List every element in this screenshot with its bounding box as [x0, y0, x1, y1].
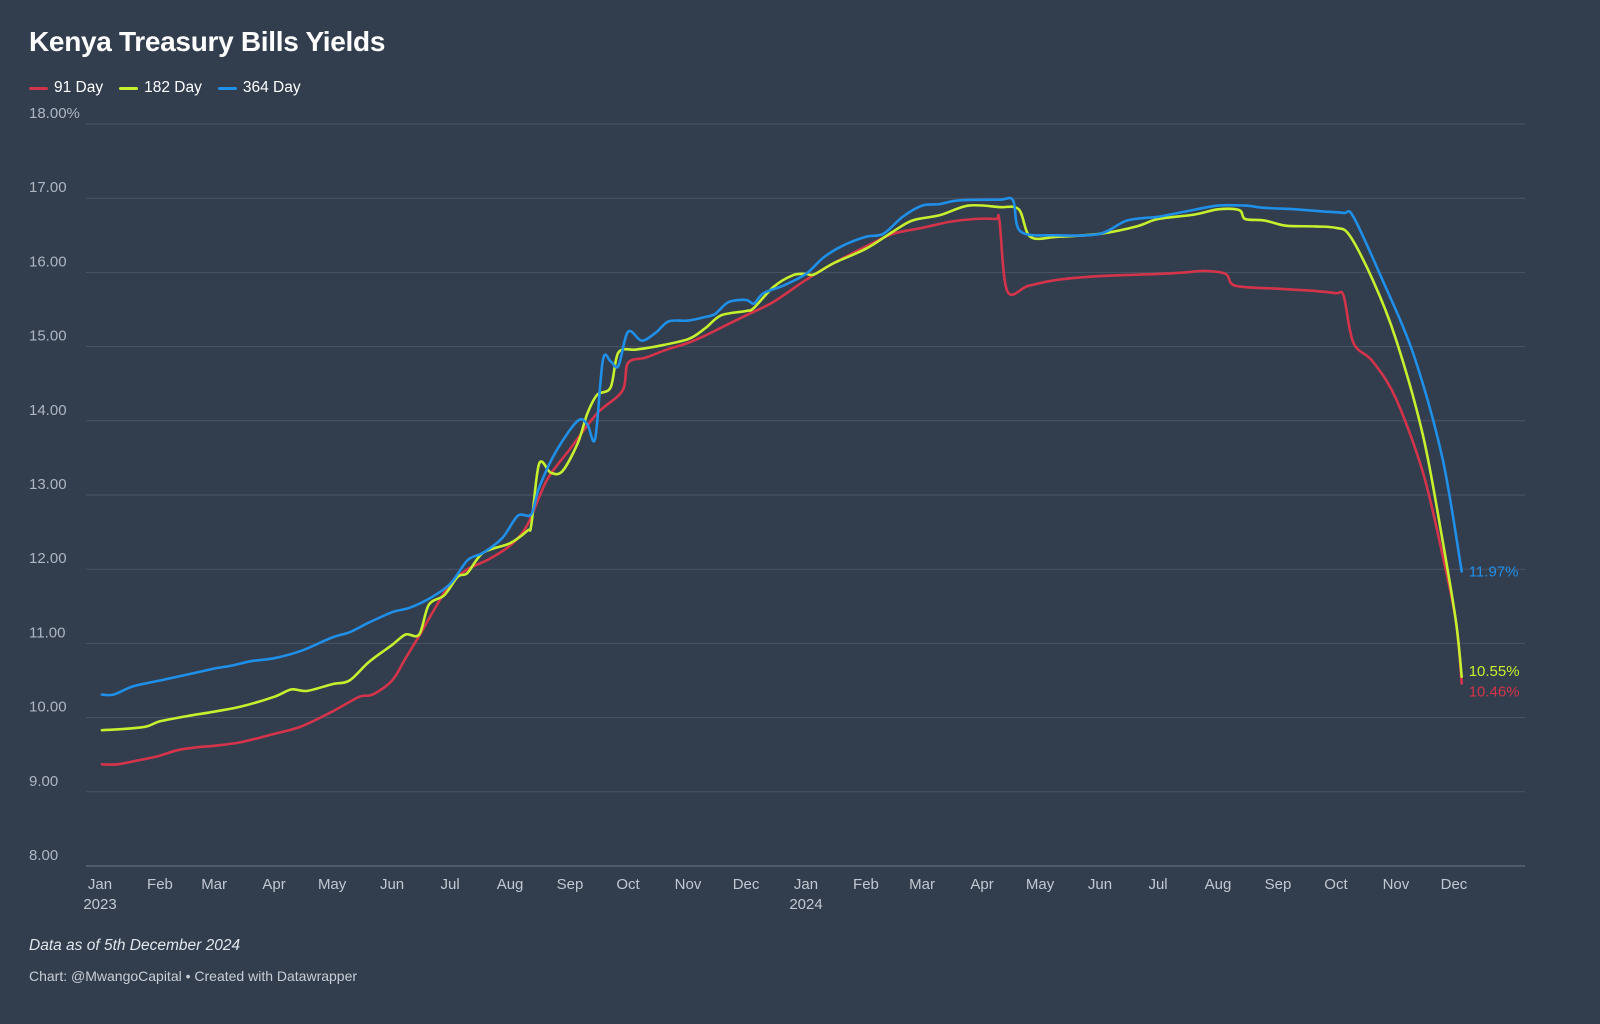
x-tick-year-label: 2023	[83, 896, 116, 913]
x-tick-label: Jul	[441, 876, 460, 893]
legend: 91 Day 182 Day 364 Day	[29, 79, 301, 97]
x-tick-label: Jan	[794, 876, 818, 893]
x-tick-label: May	[1026, 876, 1055, 893]
x-tick-label: Apr	[970, 876, 993, 893]
legend-label-182-day: 182 Day	[144, 79, 202, 96]
x-tick-label: Dec	[1441, 876, 1468, 893]
x-tick-label: Oct	[1324, 876, 1348, 893]
data-date-note: Data as of 5th December 2024	[29, 937, 241, 954]
x-tick-label: Aug	[1205, 876, 1232, 893]
x-tick-label: Jul	[1148, 876, 1167, 893]
x-tick-label: Dec	[733, 876, 760, 893]
x-tick-year-label: 2024	[789, 896, 822, 913]
y-tick-label: 13.00	[29, 476, 67, 493]
legend-swatch-91-day	[29, 86, 48, 90]
x-tick-label: Feb	[147, 876, 173, 893]
legend-label-91-day: 91 Day	[54, 79, 104, 96]
y-tick-label: 11.00	[29, 624, 65, 641]
x-tick-label: Feb	[853, 876, 879, 893]
series-line-364-day	[100, 196, 1463, 697]
series-line-91-day	[100, 213, 1463, 766]
chart-credit: Chart: @MwangoCapital • Created with Dat…	[29, 968, 358, 984]
x-tick-label: Oct	[616, 876, 640, 893]
x-tick-label: Apr	[262, 876, 285, 893]
x-tick-label: Jun	[380, 876, 404, 893]
y-tick-label: 16.00	[29, 253, 67, 270]
x-tick-label: Aug	[497, 876, 524, 893]
x-tick-label: Sep	[557, 876, 584, 893]
x-tick-label: Jun	[1088, 876, 1112, 893]
end-label-91-day: 10.46%	[1469, 683, 1520, 700]
y-tick-label: 14.00	[29, 402, 67, 419]
y-tick-label: 9.00	[29, 773, 58, 790]
x-tick-label: Jan	[88, 876, 112, 893]
chart-title: Kenya Treasury Bills Yields	[29, 26, 386, 57]
series-line-182-day	[100, 203, 1463, 732]
x-tick-label: Mar	[909, 876, 935, 893]
legend-swatch-182-day	[119, 86, 139, 90]
x-tick-label: Nov	[1383, 876, 1410, 893]
legend-item-182-day: 182 Day	[119, 79, 202, 97]
legend-label-364-day: 364 Day	[242, 79, 301, 96]
legend-item-91-day: 91 Day	[29, 79, 103, 97]
end-label-364-day: 11.97%	[1469, 563, 1519, 580]
x-tick-label: Mar	[201, 876, 227, 893]
y-tick-label: 8.00	[29, 847, 58, 864]
end-label-182-day: 10.55%	[1469, 663, 1520, 680]
legend-swatch-364-day	[217, 86, 237, 90]
x-tick-label: Nov	[675, 876, 702, 893]
y-tick-label: 18.00%	[29, 105, 80, 122]
y-tick-label: 10.00	[29, 699, 67, 716]
y-tick-label: 15.00	[29, 328, 67, 345]
y-tick-label: 17.00	[29, 179, 67, 196]
y-tick-label: 12.00	[29, 550, 67, 567]
x-tick-label: May	[318, 876, 347, 893]
x-tick-label: Sep	[1265, 876, 1292, 893]
legend-item-364-day: 364 Day	[217, 79, 301, 97]
